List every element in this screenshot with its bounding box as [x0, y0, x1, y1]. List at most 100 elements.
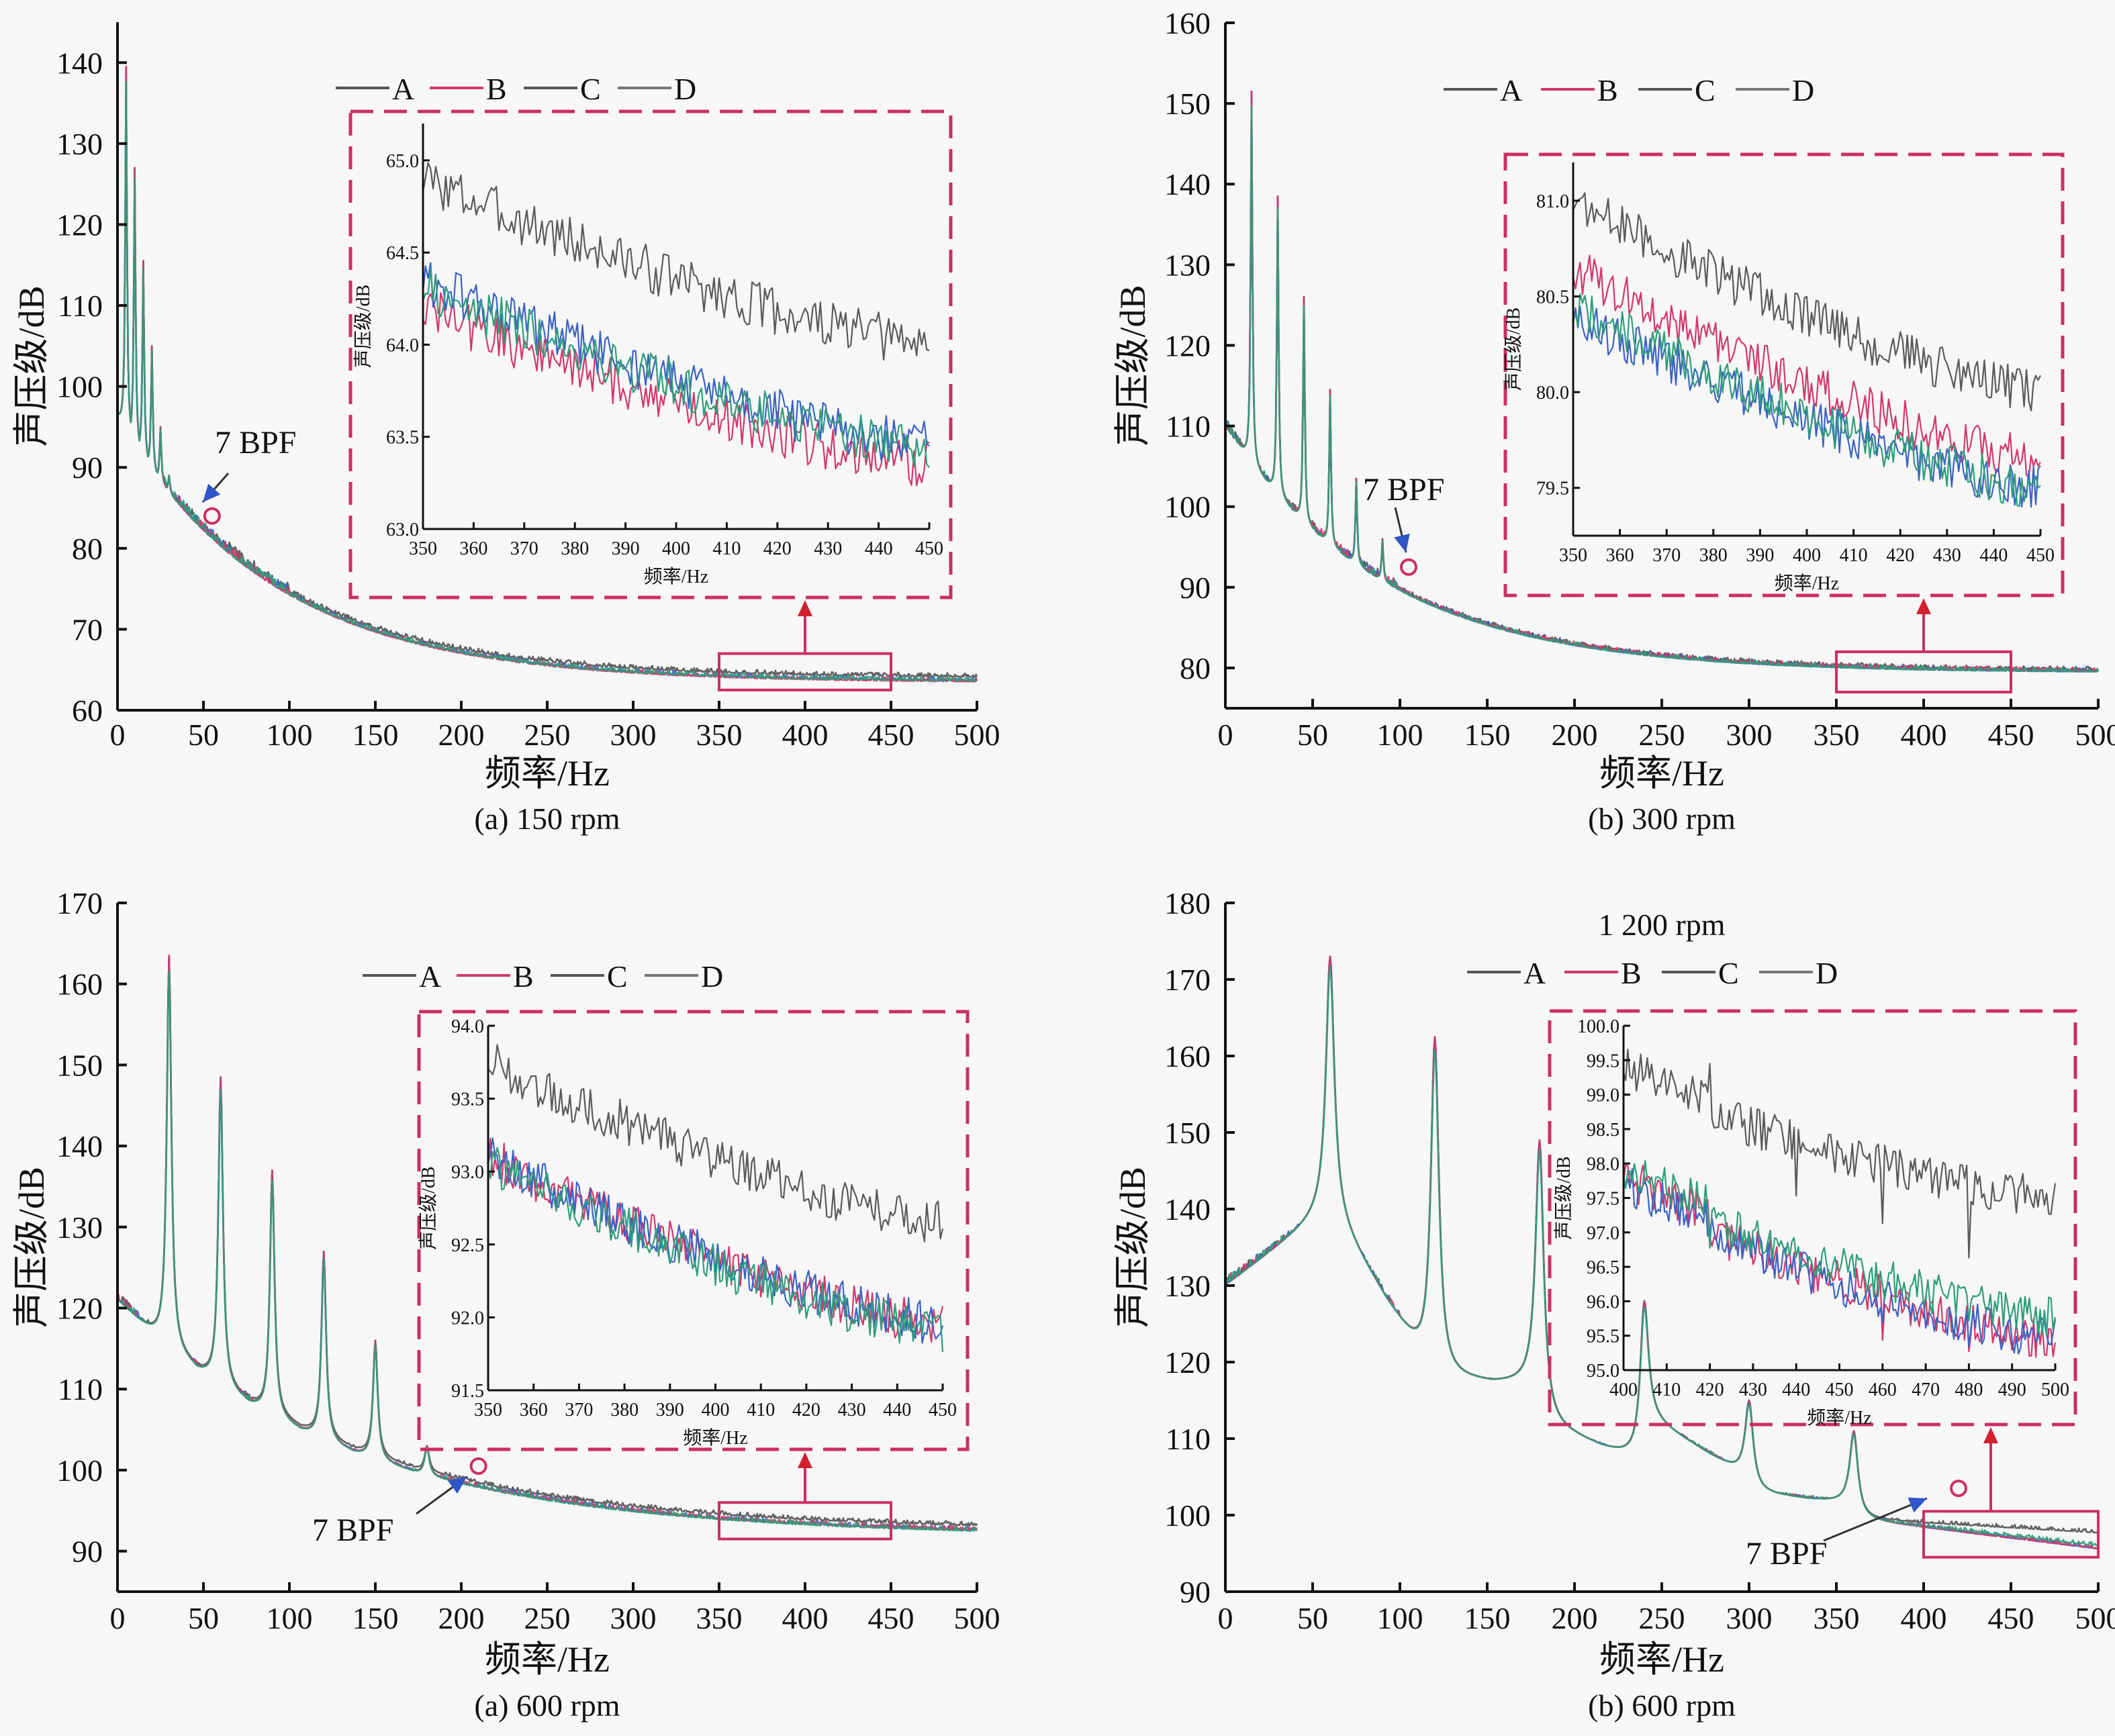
annotation-arrow-head	[447, 1477, 467, 1494]
y-tick-label: 160	[1164, 6, 1211, 40]
series-line-b	[117, 66, 978, 683]
chart-panel-1: 0 50 100 150 200 250 300 350 400 450 500 60 70 80 90 10…	[11, 22, 1000, 836]
series-line-c	[1225, 955, 2099, 1550]
series-line-d	[1224, 105, 2100, 673]
inset-y-tick-label: 93.5	[451, 1090, 484, 1110]
inset-series-line-d	[1572, 293, 2041, 508]
inset-series-line-b	[1572, 254, 2041, 479]
inset-x-tick-label: 400	[662, 538, 690, 559]
x-tick-label: 100	[1377, 718, 1423, 752]
legend-label-d: D	[1792, 73, 1814, 107]
legend-label-d: D	[701, 959, 723, 994]
inset-x-tick-label: 470	[1912, 1380, 1940, 1400]
inset-dashed-frame	[1548, 1009, 2077, 1427]
x-tick-label: 0	[110, 718, 126, 752]
inset-series-line-b	[422, 292, 930, 487]
inset-x-tick-label: 370	[510, 538, 538, 559]
inset-x-tick-label: 440	[865, 538, 893, 559]
inset-y-tick-label: 100.0	[1577, 1016, 1619, 1037]
x-tick-label: 150	[1464, 1601, 1511, 1635]
inset-dashed-frame	[348, 109, 953, 599]
series-line-c	[1224, 90, 2100, 673]
inset-x-tick-label: 430	[1933, 545, 1961, 566]
inset-x-tick-label: 380	[561, 538, 589, 559]
x-tick-label: 400	[782, 718, 829, 752]
inset-y-tick-label: 63.0	[386, 520, 419, 540]
x-tick-label: 450	[1988, 1601, 2034, 1635]
annotation-arrow-head	[1394, 533, 1410, 552]
series-line-b	[116, 955, 978, 1531]
y-axis-title: 声压级/dB	[1113, 1167, 1153, 1328]
legend-label-a: A	[419, 959, 441, 994]
x-tick-label: 0	[1218, 1601, 1233, 1635]
inset-y-tick-label: 91.5	[451, 1381, 484, 1402]
chart-panel-4: 0 50 100 150 200 250 300 350 400 450 500 90 100 110 12…	[1113, 886, 2115, 1723]
inset-x-tick-label: 420	[792, 1400, 820, 1420]
x-tick-label: 50	[188, 718, 219, 752]
inset-y-axis-title: 声压级/dB	[1553, 1156, 1574, 1239]
y-tick-label: 90	[1180, 1575, 1211, 1609]
inset-x-tick-label: 400	[702, 1400, 730, 1420]
inset-series-line-a	[422, 162, 930, 361]
inset-series-group	[487, 1044, 944, 1353]
inset-series-line-a	[487, 1044, 944, 1243]
inset-x-tick-label: 440	[1979, 545, 2008, 566]
series-line-a	[117, 66, 978, 678]
inset-y-tick-label: 95.5	[1587, 1327, 1619, 1347]
y-tick-label: 90	[72, 1535, 103, 1569]
x-tick-label: 350	[696, 1601, 743, 1635]
annotation-arrow-head	[203, 483, 221, 502]
inset-x-tick-label: 390	[1746, 545, 1774, 566]
y-tick-label: 70	[72, 612, 103, 646]
x-axis-title: 频率/Hz	[1599, 1639, 1724, 1680]
series-group	[116, 955, 978, 1532]
inset-dashed-frame	[417, 1010, 970, 1451]
inset-x-tick-label: 370	[1652, 545, 1681, 566]
x-tick-label: 450	[868, 1601, 914, 1635]
y-tick-label: 140	[1164, 1192, 1211, 1226]
inset-series-line-d	[487, 1147, 944, 1353]
annotation-marker-circle	[469, 1457, 487, 1475]
y-tick-label: 120	[56, 207, 103, 242]
inset-x-tick-label: 380	[610, 1400, 639, 1420]
series-group	[117, 66, 978, 683]
y-tick-label: 90	[72, 450, 103, 485]
inset-x-tick-label: 490	[1998, 1380, 2026, 1400]
inset-x-tick-label: 450	[929, 1400, 957, 1420]
legend-label-b: B	[1597, 73, 1618, 107]
y-tick-label: 110	[58, 289, 103, 323]
legend-label-a: A	[1500, 73, 1522, 107]
inset-x-tick-label: 450	[915, 538, 943, 559]
annotation-arrow-head	[1908, 1497, 1927, 1512]
inset-y-tick-label: 63.5	[386, 428, 419, 448]
y-tick-label: 150	[1164, 87, 1211, 121]
annotation-arrow-line	[1823, 1497, 1928, 1542]
inset-x-tick-label: 450	[2026, 545, 2055, 566]
panel-caption: (a) 150 rpm	[474, 802, 620, 836]
inset-series-line-a	[1572, 192, 2041, 412]
inset-x-tick-label: 360	[1606, 545, 1634, 566]
inset-y-axis-title: 声压级/dB	[1503, 307, 1524, 391]
legend-label-d: D	[674, 72, 696, 106]
y-tick-label: 120	[56, 1292, 103, 1326]
y-tick-label: 100	[1164, 1498, 1211, 1533]
y-tick-label: 170	[56, 886, 103, 920]
x-tick-label: 450	[868, 718, 914, 752]
inset-y-tick-label: 96.0	[1587, 1292, 1619, 1312]
y-tick-label: 130	[56, 127, 103, 161]
y-axis-title: 声压级/dB	[11, 285, 52, 446]
legend-label-c: C	[580, 72, 601, 106]
inset-chart: 400 410 420 430 440 450 460 470 480 490 500 95.0 95.…	[1548, 1009, 2077, 1429]
x-tick-label: 50	[1297, 718, 1328, 752]
x-tick-label: 200	[1552, 1601, 1598, 1635]
inset-y-axis-title: 声压级/dB	[352, 285, 374, 368]
y-tick-label: 130	[56, 1210, 103, 1245]
inset-y-tick-label: 99.0	[1587, 1086, 1619, 1106]
series-line-a	[1225, 955, 2100, 1534]
annotation-label: 7 BPF	[312, 1512, 393, 1548]
inset-x-tick-label: 390	[656, 1400, 684, 1420]
inset-x-tick-label: 420	[1886, 545, 1914, 566]
x-tick-label: 200	[438, 1601, 485, 1635]
legend-label-b: B	[486, 72, 507, 106]
